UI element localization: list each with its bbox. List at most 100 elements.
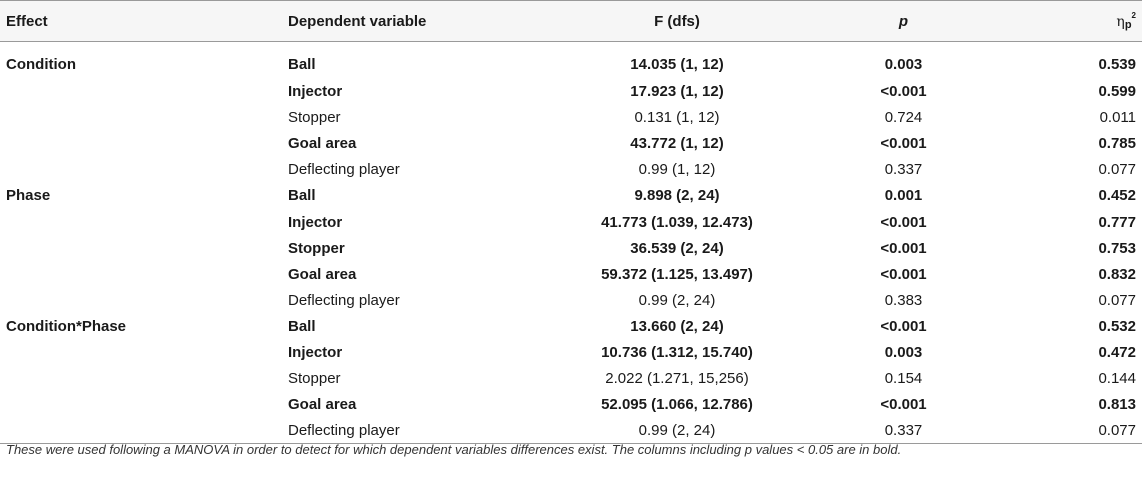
cell-p-value: 0.003 xyxy=(884,343,923,361)
eta-superscript: 2 xyxy=(1131,11,1136,20)
cell-effect xyxy=(0,366,288,392)
table-row: Injector 17.923 (1, 12) <0.001 0.599 xyxy=(0,79,1142,105)
cell-p-value: <0.001 xyxy=(880,135,927,153)
cell-effect xyxy=(0,79,288,105)
cell-eta-squared: 0.599 xyxy=(1098,83,1136,101)
table-row: Goal area 52.095 (1.066, 12.786) <0.001 0.8… xyxy=(0,392,1142,418)
header-partial-eta-squared: ηp2 xyxy=(1041,1,1142,42)
cell-effect xyxy=(0,235,288,261)
cell-dependent-variable: Deflecting player xyxy=(288,161,400,179)
cell-dependent-variable: Deflecting player xyxy=(288,422,400,440)
cell-p-value: <0.001 xyxy=(880,83,927,101)
cell-dependent-variable: Ball xyxy=(288,187,316,205)
cell-p-value: <0.001 xyxy=(880,265,927,283)
eta-symbol: η xyxy=(1116,14,1125,30)
cell-p-value: 0.154 xyxy=(884,370,923,388)
cell-eta-squared: 0.472 xyxy=(1098,343,1136,361)
cell-f-dfs: 0.99 (2, 24) xyxy=(638,291,716,309)
table-row: Stopper 0.131 (1, 12) 0.724 0.011 xyxy=(0,105,1142,131)
table-row: Condition Ball 14.035 (1, 12) 0.003 0.539 xyxy=(0,42,1142,79)
results-table: Effect Dependent variable F (dfs) p ηp2 … xyxy=(0,0,1142,444)
cell-dependent-variable: Injector xyxy=(288,343,343,361)
table-row: Stopper 2.022 (1.271, 15,256) 0.154 0.144 xyxy=(0,366,1142,392)
cell-dependent-variable: Ball xyxy=(288,317,316,335)
cell-f-dfs: 2.022 (1.271, 15,256) xyxy=(605,370,749,388)
cell-dependent-variable: Stopper xyxy=(288,239,345,257)
table-row: Condition*Phase Ball 13.660 (2, 24) <0.001 0… xyxy=(0,313,1142,339)
cell-f-dfs: 0.99 (2, 24) xyxy=(638,422,716,440)
cell-dependent-variable: Deflecting player xyxy=(288,291,400,309)
cell-eta-squared: 0.532 xyxy=(1098,317,1136,335)
cell-dependent-variable: Stopper xyxy=(288,370,341,388)
cell-f-dfs: 0.131 (1, 12) xyxy=(634,109,720,127)
cell-eta-squared: 0.813 xyxy=(1098,396,1136,414)
cell-f-dfs: 59.372 (1.125, 13.497) xyxy=(601,265,753,283)
table-row: Goal area 43.772 (1, 12) <0.001 0.785 xyxy=(0,131,1142,157)
cell-dependent-variable: Injector xyxy=(288,83,343,101)
cell-p-value: <0.001 xyxy=(880,213,927,231)
header-p: p xyxy=(898,12,909,30)
cell-dependent-variable: Goal area xyxy=(288,135,357,153)
eta-subscript: p xyxy=(1124,19,1132,31)
cell-effect xyxy=(0,131,288,157)
cell-eta-squared: 0.011 xyxy=(1099,109,1136,127)
cell-f-dfs: 41.773 (1.039, 12.473) xyxy=(601,213,753,231)
table-row: Deflecting player 0.99 (2, 24) 0.383 0.077 xyxy=(0,287,1142,313)
cell-effect xyxy=(0,105,288,131)
table-body: Condition Ball 14.035 (1, 12) 0.003 0.539 Inj… xyxy=(0,42,1142,444)
cell-eta-squared: 0.452 xyxy=(1098,187,1136,205)
cell-dependent-variable: Stopper xyxy=(288,109,341,127)
header-dependent-variable: Dependent variable xyxy=(288,12,427,30)
table-header-row: Effect Dependent variable F (dfs) p ηp2 xyxy=(0,0,1142,42)
cell-p-value: 0.001 xyxy=(884,187,923,205)
cell-effect: Phase xyxy=(6,187,51,205)
cell-f-dfs: 14.035 (1, 12) xyxy=(630,55,724,73)
cell-effect xyxy=(0,392,288,418)
cell-dependent-variable: Goal area xyxy=(288,396,357,414)
cell-f-dfs: 13.660 (2, 24) xyxy=(630,317,724,335)
table-row: Injector 10.736 (1.312, 15.740) 0.003 0.472 xyxy=(0,339,1142,365)
cell-eta-squared: 0.077 xyxy=(1098,161,1136,179)
cell-effect: Condition xyxy=(6,55,76,73)
cell-p-value: 0.724 xyxy=(884,109,923,127)
cell-eta-squared: 0.785 xyxy=(1098,135,1136,153)
cell-p-value: 0.383 xyxy=(884,291,923,309)
header-effect: Effect xyxy=(6,12,48,30)
cell-p-value: 0.337 xyxy=(884,161,923,179)
cell-effect xyxy=(0,339,288,365)
cell-eta-squared: 0.077 xyxy=(1098,291,1136,309)
cell-f-dfs: 10.736 (1.312, 15.740) xyxy=(601,343,753,361)
cell-p-value: <0.001 xyxy=(880,239,927,257)
cell-p-value: 0.337 xyxy=(884,422,923,440)
cell-eta-squared: 0.077 xyxy=(1098,422,1136,440)
cell-f-dfs: 9.898 (2, 24) xyxy=(634,187,720,205)
cell-eta-squared: 0.539 xyxy=(1098,55,1136,73)
cell-eta-squared: 0.753 xyxy=(1098,239,1136,257)
cell-effect: Condition*Phase xyxy=(6,317,127,335)
table-footnote: These were used following a MANOVA in or… xyxy=(6,442,902,457)
cell-f-dfs: 43.772 (1, 12) xyxy=(630,135,724,153)
cell-effect xyxy=(0,287,288,313)
cell-f-dfs: 17.923 (1, 12) xyxy=(630,83,724,101)
cell-eta-squared: 0.777 xyxy=(1098,213,1136,231)
table-row: Deflecting player 0.99 (2, 24) 0.337 0.077 xyxy=(0,418,1142,444)
cell-p-value: <0.001 xyxy=(880,317,927,335)
table-row: Deflecting player 0.99 (1, 12) 0.337 0.077 xyxy=(0,157,1142,183)
table-row: Goal area 59.372 (1.125, 13.497) <0.001 0.8… xyxy=(0,261,1142,287)
table-row: Injector 41.773 (1.039, 12.473) <0.001 0.77… xyxy=(0,209,1142,235)
header-f-dfs: F (dfs) xyxy=(654,12,700,30)
cell-dependent-variable: Ball xyxy=(288,55,316,73)
cell-dependent-variable: Injector xyxy=(288,213,343,231)
table-row: Stopper 36.539 (2, 24) <0.001 0.753 xyxy=(0,235,1142,261)
cell-effect xyxy=(0,418,288,444)
cell-dependent-variable: Goal area xyxy=(288,265,357,283)
table-row: Phase Ball 9.898 (2, 24) 0.001 0.452 xyxy=(0,183,1142,209)
cell-p-value: 0.003 xyxy=(884,55,923,73)
cell-eta-squared: 0.144 xyxy=(1098,370,1136,388)
cell-f-dfs: 0.99 (1, 12) xyxy=(638,161,716,179)
cell-f-dfs: 52.095 (1.066, 12.786) xyxy=(601,396,753,414)
cell-effect xyxy=(0,261,288,287)
cell-p-value: <0.001 xyxy=(880,396,927,414)
cell-effect xyxy=(0,209,288,235)
